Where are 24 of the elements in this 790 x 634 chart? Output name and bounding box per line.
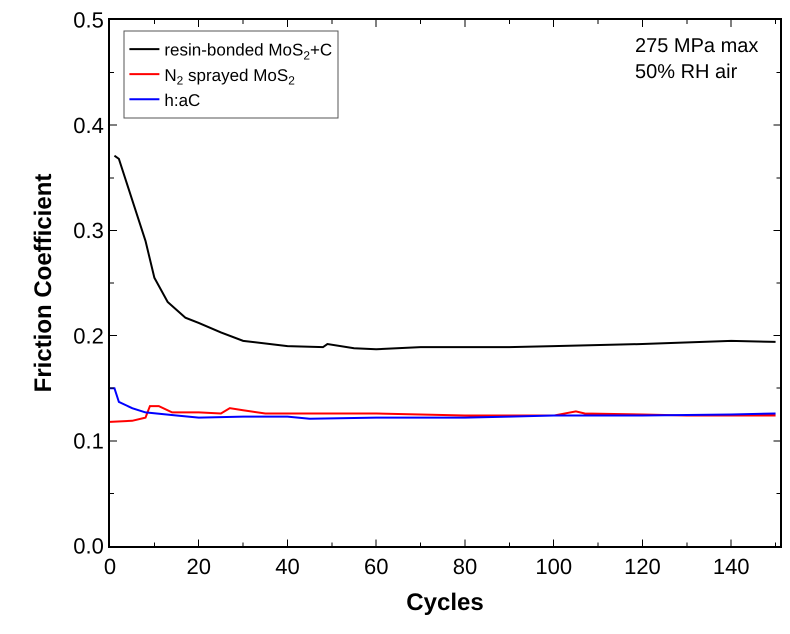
annotation: 50% RH air [635,61,738,83]
line-series [110,387,777,420]
legend-label: N$_{2}$ sprayed MoS$_{2}$ [164,66,296,88]
legend-label: h:aC [164,90,200,110]
x-tick-label: 80 [452,554,478,580]
x-tick-label: 120 [624,554,661,580]
line-series [113,154,777,350]
y-tick-label: 0.3 [73,218,104,244]
x-tick-label: 140 [712,554,750,580]
x-tick-label: 60 [364,554,388,580]
line-series [110,405,777,423]
x-tick-label: 20 [186,554,211,580]
y-tick-label: 0.4 [73,112,104,138]
x-tick-label: 100 [535,554,572,580]
x-axis-title: Cycles [406,588,484,616]
legend-label: resin-bonded MoS$_{2}$+C [164,40,332,62]
x-tick-label: 40 [275,554,300,580]
x-tick-label: 0 [104,554,116,580]
annotation: 275 MPa max [635,35,758,57]
y-tick-label: 0.0 [73,534,104,559]
y-tick-label: 0.1 [73,428,104,454]
y-tick-label: 0.5 [73,8,104,33]
y-tick-label: 0.2 [73,323,104,348]
y-axis-title: Friction Coefficient [30,174,57,392]
